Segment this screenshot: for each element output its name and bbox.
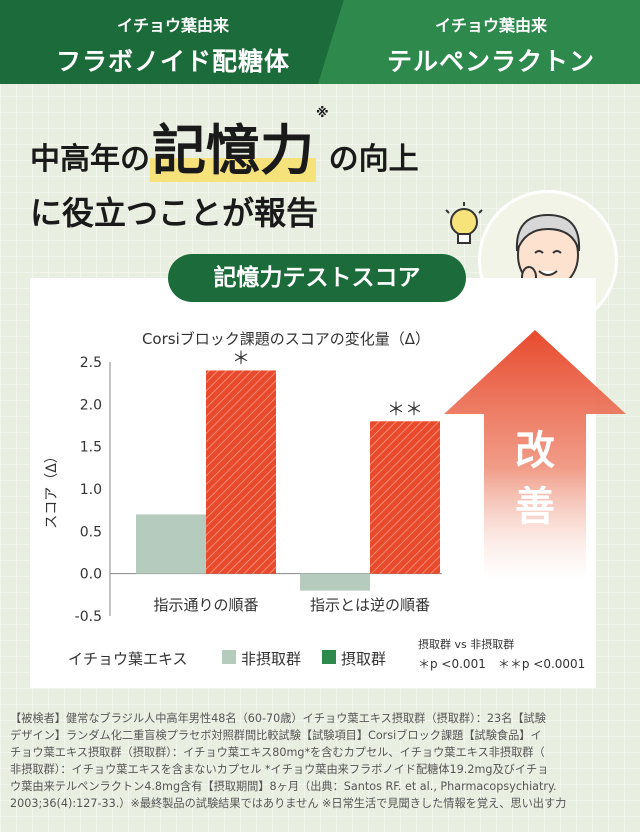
headline-line2: に役立つことが報告 — [30, 194, 319, 232]
y-tick-label: -0.5 — [75, 609, 102, 625]
bar-non-intake — [136, 514, 206, 574]
header-right-main: テルペンラクトン — [386, 47, 595, 76]
footnote-line: ウ葉由来テルペンラクトン4.8mg含有【摂取期間】8ヶ月（出典：Santos R… — [10, 780, 557, 793]
legend-swatch-non-intake — [222, 650, 236, 664]
headline-highlight: 記憶力 — [150, 119, 316, 182]
headline: 中高年の記憶力※ の向上 — [30, 106, 419, 185]
y-tick-label: 0.5 — [80, 524, 102, 540]
score-chart: Corsiブロック課題のスコアの変化量（Δ） 2.5 2.0 1.5 1.0 0.5 0.0… — [44, 330, 585, 671]
bar-intake — [206, 370, 276, 574]
lightbulb-icon — [445, 202, 483, 244]
headline-part3: の向上 — [328, 142, 419, 177]
x-category-label: 指示とは逆の順番 — [310, 596, 430, 614]
y-tick-label: 2.0 — [80, 397, 102, 413]
header-left-main: フラボノイド配糖体 — [55, 47, 290, 76]
significance-notes: ＊p <0.001 ＊＊p <0.0001 — [418, 657, 585, 671]
significance-title: 摂取群 vs 非摂取群 — [418, 637, 514, 651]
y-tick-label: 1.0 — [80, 482, 102, 498]
y-tick-label: 1.5 — [80, 440, 102, 456]
bar-non-intake — [300, 573, 370, 591]
headline-part1: 中高年の — [30, 142, 150, 177]
footnote-line: チョウ葉エキス摂取群（摂取群）：イチョウ葉エキス80mg*を含むカプセル、イチョ… — [10, 746, 545, 759]
significance-mark: ＊＊ — [387, 399, 423, 420]
footnote: 【被検者】健常なブラジル人中高年男性48名（60-70歳）イチョウ葉エキス摂取群… — [10, 710, 632, 812]
footnote-line: 非摂取群）：イチョウ葉エキスを含まないカプセル *イチョウ葉由来フラボノイド配糖… — [10, 763, 549, 776]
header-left-sub: イチョウ葉由来 — [116, 16, 229, 35]
header-left-banner: イチョウ葉由来 フラボノイド配糖体 — [0, 0, 346, 84]
footnote-line: 2003;36(4):127-33.）※最終製品の試験結果ではありません ※日常… — [10, 797, 567, 810]
significance-mark: ＊ — [232, 348, 250, 369]
legend-title: イチョウ葉エキス — [68, 650, 188, 668]
arrow-text-1: 改 — [515, 428, 555, 474]
footnote-line: デザイン】ランダム化二重盲検プラセボ対照群間比較試験【試験項目】Corsiブロッ… — [10, 729, 542, 742]
bar-intake — [370, 421, 440, 574]
headline-mark: ※ — [316, 106, 329, 121]
x-category-label: 指示通りの順番 — [153, 596, 258, 614]
header-right-sub: イチョウ葉由来 — [434, 16, 547, 35]
improvement-arrow-icon: 改 善 — [444, 330, 626, 580]
chart-title: Corsiブロック課題のスコアの変化量（Δ） — [142, 330, 430, 348]
legend-swatch-intake — [322, 650, 336, 664]
chart-badge: 記憶力テストスコア — [168, 254, 466, 302]
y-tick-label: 0.0 — [80, 567, 102, 583]
header-right-banner: イチョウ葉由来 テルペンラクトン — [318, 0, 640, 84]
legend-label-intake: 摂取群 — [341, 650, 386, 668]
footnote-line: 【被検者】健常なブラジル人中高年男性48名（60-70歳）イチョウ葉エキス摂取群… — [10, 712, 546, 725]
y-tick-label: 2.5 — [80, 355, 102, 371]
legend-label-non-intake: 非摂取群 — [241, 650, 301, 668]
y-axis-label: スコア（Δ） — [44, 449, 60, 529]
arrow-text-2: 善 — [515, 484, 555, 530]
